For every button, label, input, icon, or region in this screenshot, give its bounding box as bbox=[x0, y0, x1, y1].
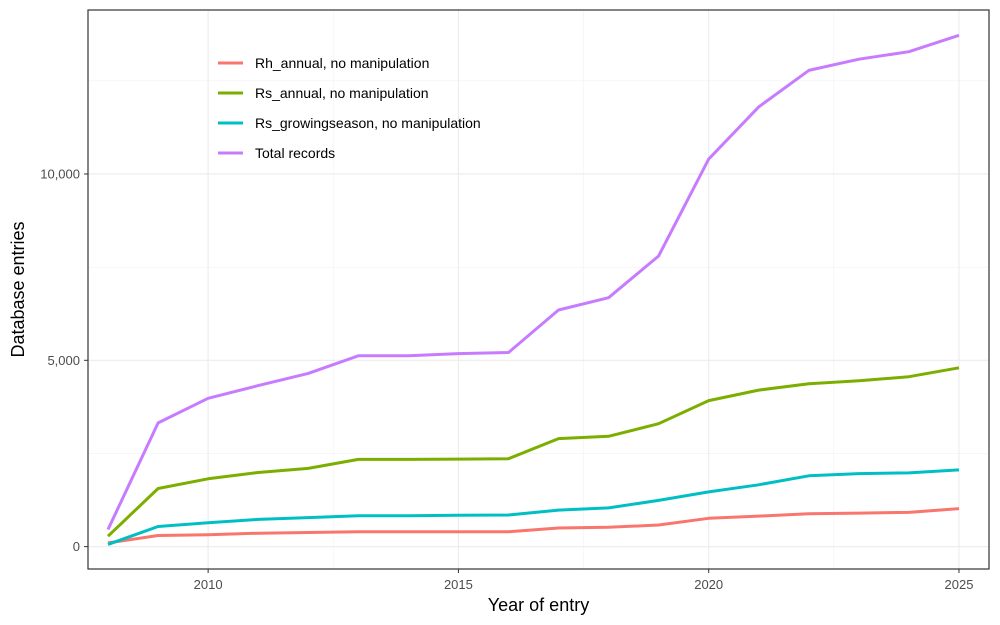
y-tick-label: 10,000 bbox=[40, 166, 80, 181]
y-tick-label: 5,000 bbox=[47, 353, 80, 368]
major-gridlines bbox=[88, 10, 989, 569]
series-lines bbox=[106, 33, 960, 546]
y-axis: 0 5,000 10,000 bbox=[40, 166, 88, 554]
x-axis-title: Year of entry bbox=[488, 595, 589, 615]
series-line bbox=[107, 468, 960, 546]
x-tick-label: 2010 bbox=[194, 577, 223, 592]
y-axis-title: Database entries bbox=[8, 221, 28, 357]
x-axis: 2010 2015 2020 2025 bbox=[194, 569, 974, 592]
y-tick-label: 0 bbox=[73, 539, 80, 554]
legend-label: Rh_annual, no manipulation bbox=[255, 55, 429, 71]
plot-panel-border bbox=[87, 9, 990, 570]
legend-label: Total records bbox=[255, 145, 335, 161]
x-tick-label: 2015 bbox=[444, 577, 473, 592]
legend: Rh_annual, no manipulation Rs_annual, no … bbox=[218, 55, 481, 161]
series-line bbox=[106, 33, 960, 531]
series-line bbox=[106, 366, 960, 538]
x-tick-label: 2020 bbox=[694, 577, 723, 592]
legend-label: Rs_growingseason, no manipulation bbox=[255, 115, 481, 131]
legend-label: Rs_annual, no manipulation bbox=[255, 85, 429, 101]
series-line bbox=[107, 507, 960, 545]
x-tick-label: 2025 bbox=[945, 577, 974, 592]
minor-gridlines bbox=[88, 10, 989, 569]
